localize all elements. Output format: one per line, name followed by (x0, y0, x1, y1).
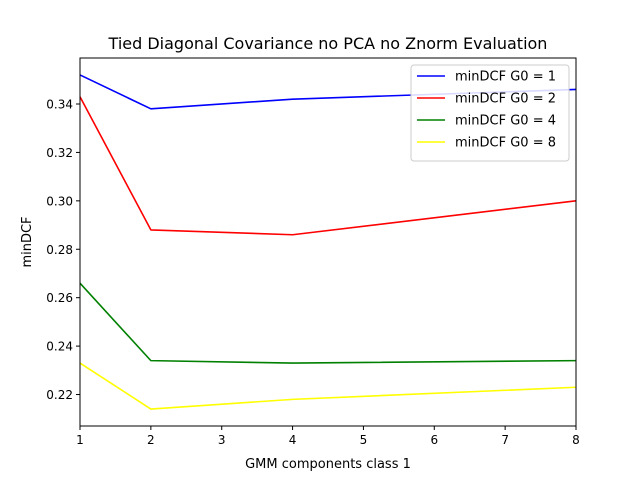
x-tick-label: 8 (572, 433, 580, 447)
x-tick-label: 5 (360, 433, 368, 447)
y-axis: 0.22 0.24 0.26 0.28 0.30 0.32 0.34 (46, 98, 80, 402)
x-tick-label: 1 (76, 433, 84, 447)
y-tick-label: 0.22 (46, 388, 73, 402)
y-axis-label: minDCF (20, 216, 35, 267)
x-axis: 1 2 3 4 5 6 7 8 (76, 426, 580, 447)
legend-label-3: minDCF G0 = 4 (455, 114, 556, 129)
x-tick-label: 6 (430, 433, 438, 447)
legend-label-4: minDCF G0 = 8 (455, 136, 556, 151)
y-tick-label: 0.32 (46, 146, 73, 160)
chart-title: Tied Diagonal Covariance no PCA no Znorm… (108, 34, 548, 53)
y-tick-label: 0.28 (46, 243, 73, 257)
x-tick-label: 7 (501, 433, 509, 447)
x-tick-label: 2 (147, 433, 155, 447)
series-line-4 (79, 362, 577, 410)
legend-label-1: minDCF G0 = 1 (455, 70, 556, 85)
x-tick-label: 3 (218, 433, 226, 447)
legend: minDCF G0 = 1 minDCF G0 = 2 minDCF G0 = 4 m… (410, 64, 570, 162)
series-line-2 (79, 96, 577, 236)
series-line-3 (79, 282, 577, 364)
y-tick-label: 0.34 (46, 98, 73, 112)
x-tick-label: 4 (289, 433, 297, 447)
plot-frame (79, 57, 577, 427)
legend-label-2: minDCF G0 = 2 (455, 92, 556, 107)
legend-box (410, 64, 570, 162)
y-tick-label: 0.30 (46, 194, 73, 208)
y-tick-label: 0.24 (46, 340, 73, 354)
y-tick-label: 0.26 (46, 291, 73, 305)
x-axis-label: GMM components class 1 (245, 457, 411, 472)
